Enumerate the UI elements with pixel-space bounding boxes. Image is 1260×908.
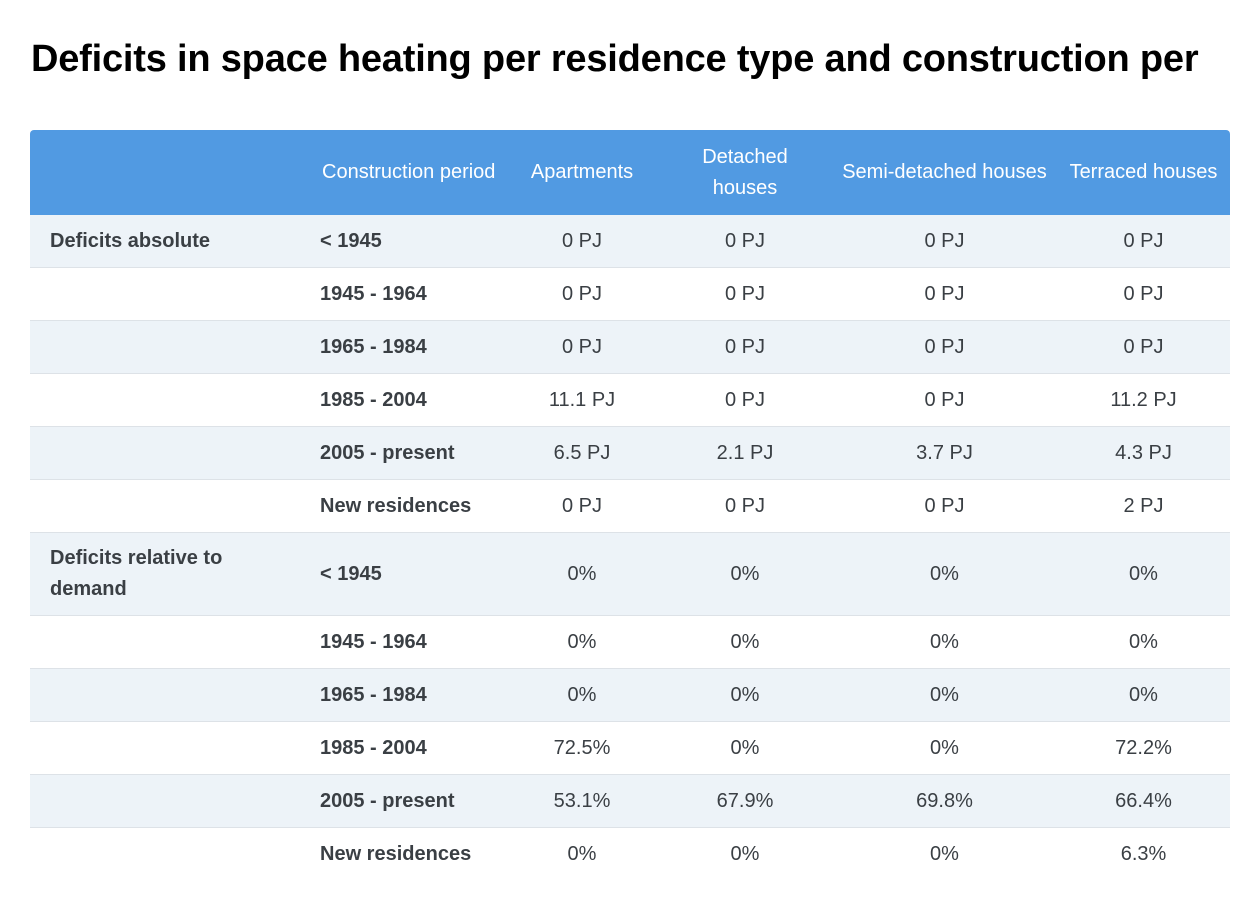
column-header-group bbox=[30, 130, 306, 215]
row-construction-period: New residences bbox=[306, 827, 506, 880]
cell-terraced-houses: 2 PJ bbox=[1057, 479, 1230, 533]
row-construction-period: 2005 - present bbox=[306, 774, 506, 828]
column-header-semi-detached-houses: Semi-detached houses bbox=[832, 130, 1057, 215]
cell-detached-houses: 0 PJ bbox=[658, 215, 832, 268]
row-group-label bbox=[30, 721, 306, 775]
table-row: 2005 - present 6.5 PJ 2.1 PJ 3.7 PJ 4.3 PJ bbox=[30, 426, 1230, 480]
row-group-label bbox=[30, 479, 306, 533]
row-group-label bbox=[30, 373, 306, 427]
row-group-label bbox=[30, 827, 306, 880]
column-header-detached-houses: Detached houses bbox=[658, 130, 832, 215]
table-row: New residences 0% 0% 0% 6.3% bbox=[30, 827, 1230, 880]
cell-apartments: 0 PJ bbox=[506, 267, 658, 321]
row-group-label bbox=[30, 615, 306, 669]
table-row: 1945 - 1964 0 PJ 0 PJ 0 PJ 0 PJ bbox=[30, 267, 1230, 321]
cell-apartments: 0% bbox=[506, 668, 658, 722]
cell-semi-detached-houses: 0 PJ bbox=[832, 320, 1057, 374]
cell-detached-houses: 2.1 PJ bbox=[658, 426, 832, 480]
cell-semi-detached-houses: 3.7 PJ bbox=[832, 426, 1057, 480]
cell-detached-houses: 0 PJ bbox=[658, 479, 832, 533]
row-construction-period: < 1945 bbox=[306, 215, 506, 268]
cell-semi-detached-houses: 0 PJ bbox=[832, 267, 1057, 321]
table-header-row: Construction period Apartments Detached … bbox=[30, 130, 1230, 215]
cell-detached-houses: 0% bbox=[658, 668, 832, 722]
cell-detached-houses: 0% bbox=[658, 721, 832, 775]
cell-semi-detached-houses: 0% bbox=[832, 532, 1057, 616]
column-header-terraced-houses: Terraced houses bbox=[1057, 130, 1230, 215]
cell-apartments: 0 PJ bbox=[506, 215, 658, 268]
cell-semi-detached-houses: 0% bbox=[832, 668, 1057, 722]
cell-semi-detached-houses: 0% bbox=[832, 615, 1057, 669]
data-table-container: Construction period Apartments Detached … bbox=[30, 130, 1230, 880]
row-construction-period: < 1945 bbox=[306, 532, 506, 616]
row-construction-period: 1985 - 2004 bbox=[306, 373, 506, 427]
table-row: 1965 - 1984 0% 0% 0% 0% bbox=[30, 668, 1230, 722]
cell-apartments: 53.1% bbox=[506, 774, 658, 828]
cell-terraced-houses: 0 PJ bbox=[1057, 215, 1230, 268]
cell-detached-houses: 0 PJ bbox=[658, 320, 832, 374]
cell-apartments: 11.1 PJ bbox=[506, 373, 658, 427]
cell-detached-houses: 67.9% bbox=[658, 774, 832, 828]
cell-detached-houses: 0 PJ bbox=[658, 373, 832, 427]
cell-apartments: 0 PJ bbox=[506, 320, 658, 374]
table-row: 1985 - 2004 11.1 PJ 0 PJ 0 PJ 11.2 PJ bbox=[30, 373, 1230, 427]
row-group-label bbox=[30, 426, 306, 480]
cell-apartments: 0 PJ bbox=[506, 479, 658, 533]
cell-apartments: 72.5% bbox=[506, 721, 658, 775]
row-construction-period: 2005 - present bbox=[306, 426, 506, 480]
cell-detached-houses: 0% bbox=[658, 827, 832, 880]
cell-semi-detached-houses: 0% bbox=[832, 827, 1057, 880]
cell-terraced-houses: 0 PJ bbox=[1057, 267, 1230, 321]
table-row: 1985 - 2004 72.5% 0% 0% 72.2% bbox=[30, 721, 1230, 775]
table-row: Deficits absolute < 1945 0 PJ 0 PJ 0 PJ 0 PJ bbox=[30, 215, 1230, 268]
cell-semi-detached-houses: 0 PJ bbox=[832, 373, 1057, 427]
row-group-label bbox=[30, 267, 306, 321]
cell-terraced-houses: 6.3% bbox=[1057, 827, 1230, 880]
cell-apartments: 0% bbox=[506, 827, 658, 880]
table-row: New residences 0 PJ 0 PJ 0 PJ 2 PJ bbox=[30, 479, 1230, 533]
row-group-label: Deficits absolute bbox=[30, 215, 306, 268]
cell-terraced-houses: 72.2% bbox=[1057, 721, 1230, 775]
data-table: Construction period Apartments Detached … bbox=[30, 130, 1230, 880]
cell-apartments: 0% bbox=[506, 532, 658, 616]
table-row: 1945 - 1964 0% 0% 0% 0% bbox=[30, 615, 1230, 669]
cell-terraced-houses: 66.4% bbox=[1057, 774, 1230, 828]
cell-detached-houses: 0 PJ bbox=[658, 267, 832, 321]
cell-semi-detached-houses: 0 PJ bbox=[832, 479, 1057, 533]
row-group-label: Deficits relative to demand bbox=[30, 532, 306, 616]
cell-terraced-houses: 0% bbox=[1057, 532, 1230, 616]
table-row: Deficits relative to demand < 1945 0% 0% 0% 0… bbox=[30, 532, 1230, 616]
cell-terraced-houses: 0% bbox=[1057, 615, 1230, 669]
cell-apartments: 6.5 PJ bbox=[506, 426, 658, 480]
column-header-apartments: Apartments bbox=[506, 130, 658, 215]
row-construction-period: 1965 - 1984 bbox=[306, 320, 506, 374]
row-construction-period: 1945 - 1964 bbox=[306, 615, 506, 669]
table-row: 2005 - present 53.1% 67.9% 69.8% 66.4% bbox=[30, 774, 1230, 828]
cell-detached-houses: 0% bbox=[658, 615, 832, 669]
cell-terraced-houses: 11.2 PJ bbox=[1057, 373, 1230, 427]
row-construction-period: 1965 - 1984 bbox=[306, 668, 506, 722]
row-group-label bbox=[30, 774, 306, 828]
row-construction-period: 1985 - 2004 bbox=[306, 721, 506, 775]
row-construction-period: New residences bbox=[306, 479, 506, 533]
cell-semi-detached-houses: 69.8% bbox=[832, 774, 1057, 828]
cell-terraced-houses: 0% bbox=[1057, 668, 1230, 722]
cell-apartments: 0% bbox=[506, 615, 658, 669]
row-construction-period: 1945 - 1964 bbox=[306, 267, 506, 321]
cell-semi-detached-houses: 0% bbox=[832, 721, 1057, 775]
table-body: Deficits absolute < 1945 0 PJ 0 PJ 0 PJ 0 PJ 1… bbox=[30, 215, 1230, 880]
column-header-construction-period: Construction period bbox=[306, 130, 506, 215]
cell-terraced-houses: 4.3 PJ bbox=[1057, 426, 1230, 480]
row-group-label bbox=[30, 320, 306, 374]
row-group-label bbox=[30, 668, 306, 722]
page-title: Deficits in space heating per residence … bbox=[31, 38, 1199, 80]
cell-semi-detached-houses: 0 PJ bbox=[832, 215, 1057, 268]
cell-detached-houses: 0% bbox=[658, 532, 832, 616]
table-row: 1965 - 1984 0 PJ 0 PJ 0 PJ 0 PJ bbox=[30, 320, 1230, 374]
cell-terraced-houses: 0 PJ bbox=[1057, 320, 1230, 374]
